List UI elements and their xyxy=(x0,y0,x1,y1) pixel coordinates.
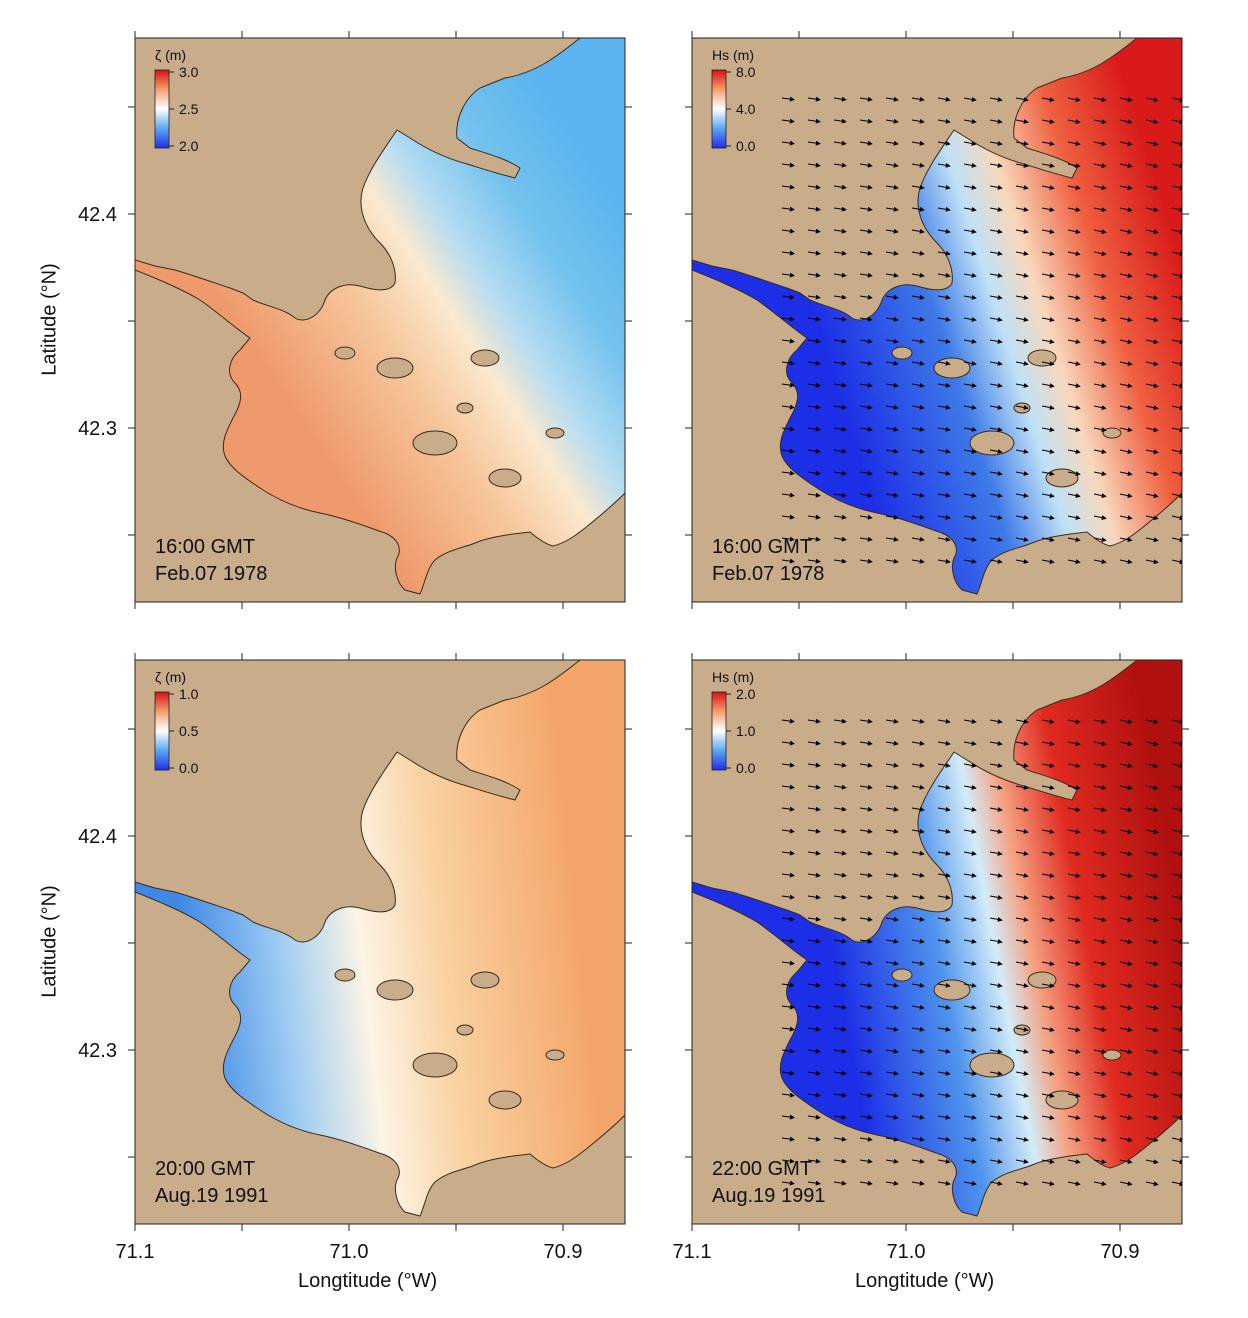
island xyxy=(933,979,971,1001)
axis-ticks xyxy=(128,653,632,1231)
panel-frame xyxy=(691,37,1183,603)
time-label: 22:00 GMT xyxy=(712,1158,812,1180)
time-label: 16:00 GMT xyxy=(155,536,255,558)
colorbar-tick-label: 2.0 xyxy=(179,138,199,154)
colorbar-tick-label: 1.0 xyxy=(179,686,199,702)
date-label: Aug.19 1991 xyxy=(712,1185,825,1207)
island xyxy=(891,346,913,360)
colorbar: Hs (m)8.0 4.0 0.0 xyxy=(711,47,756,154)
colorbar-title: Hs (m) xyxy=(712,669,754,685)
y-tick-label: 42.3 xyxy=(78,1040,117,1062)
island xyxy=(470,349,500,367)
island xyxy=(969,430,1015,456)
island xyxy=(1027,349,1057,367)
panel-frame xyxy=(134,659,626,1225)
x-tick-label: 70.9 xyxy=(544,1241,583,1263)
x-axis-label-right: Longtitude (°W) xyxy=(855,1270,995,1292)
colorbar-title: Hs (m) xyxy=(712,47,754,63)
colorbar-tick-label: 3.0 xyxy=(179,64,199,80)
island xyxy=(334,968,356,982)
panel-frame xyxy=(691,659,1183,1225)
y-axis-label-bottom: Latitude (°N) xyxy=(38,885,61,998)
colorbar-title: ζ (m) xyxy=(155,669,186,685)
island xyxy=(1102,1049,1122,1061)
island xyxy=(456,1024,474,1036)
island xyxy=(488,1090,522,1110)
island xyxy=(376,979,414,1001)
x-axis-label-left: Longtitude (°W) xyxy=(298,1270,438,1292)
island xyxy=(969,1052,1015,1078)
colorbar-tick-label: 8.0 xyxy=(736,64,756,80)
date-label: Aug.19 1991 xyxy=(155,1185,268,1207)
x-tick-label: 71.1 xyxy=(116,1241,155,1263)
y-tick-label: 42.4 xyxy=(78,204,117,226)
colorbar-tick-label: 0.0 xyxy=(179,760,199,776)
map-panel-bottom-left: 42.4 42.3 71.1 71.0 70.9 ζ (m)1.0 0.5 0.0 20:00 … xyxy=(78,653,632,1263)
island xyxy=(1027,971,1057,989)
colorbar-title: ζ (m) xyxy=(155,47,186,63)
island xyxy=(1045,1090,1079,1110)
x-tick-label: 71.0 xyxy=(887,1241,926,1263)
island xyxy=(376,357,414,379)
x-tick-label: 71.0 xyxy=(330,1241,369,1263)
x-tick-label: 70.9 xyxy=(1101,1241,1140,1263)
colorbar-tick-label: 4.0 xyxy=(736,101,756,117)
island xyxy=(1045,468,1079,488)
y-tick-label: 42.3 xyxy=(78,418,117,440)
date-label: Feb.07 1978 xyxy=(155,563,267,585)
axis-ticks xyxy=(685,31,1189,609)
x-tick-label: 71.1 xyxy=(673,1241,712,1263)
colorbar-tick-label: 0.0 xyxy=(736,138,756,154)
colorbar-tick-label: 2.5 xyxy=(179,101,199,117)
island xyxy=(933,357,971,379)
island xyxy=(545,1049,565,1061)
island xyxy=(891,968,913,982)
colorbar-tick-label: 2.0 xyxy=(736,686,756,702)
panel-frame xyxy=(134,37,626,603)
map-panel-top-left: 42.4 42.3 ζ (m)3.0 2.5 2.0 16:00 GMT Feb.07 19… xyxy=(78,31,632,609)
y-axis-label-top: Latitude (°N) xyxy=(38,263,61,376)
time-label: 16:00 GMT xyxy=(712,536,812,558)
map-panel-bottom-right: 71.1 71.0 70.9 Hs (m)2.0 1.0 0.0 22:00 GMT Aug.… xyxy=(673,653,1189,1263)
date-label: Feb.07 1978 xyxy=(712,563,824,585)
wave-direction-arrows xyxy=(781,718,1182,1187)
island xyxy=(545,427,565,439)
colorbar: Hs (m)2.0 1.0 0.0 xyxy=(711,669,756,776)
colorbar-tick-label: 1.0 xyxy=(736,723,756,739)
colorbar-tick-label: 0.0 xyxy=(736,760,756,776)
axis-ticks xyxy=(685,653,1189,1231)
colorbar-tick-label: 0.5 xyxy=(179,723,199,739)
wave-direction-arrows xyxy=(781,96,1182,565)
island xyxy=(412,430,458,456)
island xyxy=(334,346,356,360)
island xyxy=(1102,427,1122,439)
island xyxy=(412,1052,458,1078)
island xyxy=(488,468,522,488)
colorbar: ζ (m)1.0 0.5 0.0 xyxy=(154,669,199,776)
y-tick-label: 42.4 xyxy=(78,826,117,848)
map-panel-top-right: Hs (m)8.0 4.0 0.0 16:00 GMT Feb.07 1978 xyxy=(685,31,1189,609)
island xyxy=(470,971,500,989)
island xyxy=(456,402,474,414)
colorbar: ζ (m)3.0 2.5 2.0 xyxy=(154,47,199,154)
time-label: 20:00 GMT xyxy=(155,1158,255,1180)
axis-ticks xyxy=(128,31,632,609)
